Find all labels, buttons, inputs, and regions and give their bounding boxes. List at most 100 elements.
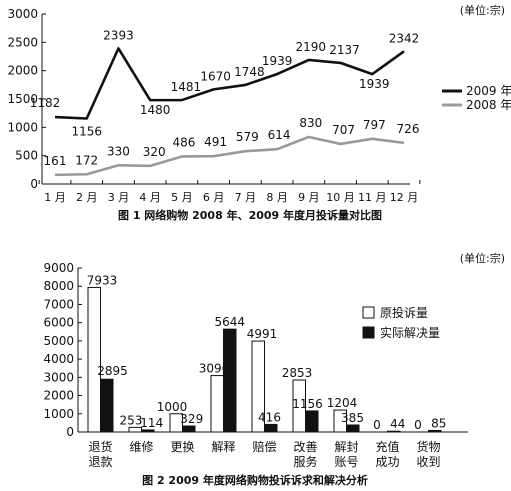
line-chart-unit-label: (单位:宗) xyxy=(460,3,505,17)
line-chart-x-tick-label: 5 月 xyxy=(171,191,193,204)
bar-actual-resolved xyxy=(305,410,319,433)
bar-data-label: 253 xyxy=(120,413,143,427)
bar-original-complaints xyxy=(333,409,347,433)
line-chart-data-label: 172 xyxy=(75,153,98,167)
bar-data-label: 329 xyxy=(180,412,203,426)
bar-data-label: 1204 xyxy=(327,396,358,410)
line-chart-data-label: 491 xyxy=(204,135,227,149)
line-chart-data-label: 707 xyxy=(332,123,355,137)
line-chart-y-tick-labels: 0 500 1000 1500 2000 2500 3000 xyxy=(7,7,38,191)
bar-chart-y-tick-label: 8000 xyxy=(43,279,74,293)
bar-data-label: 1000 xyxy=(157,400,188,414)
bar-chart-x-tick-label: 服务 xyxy=(293,454,317,469)
bar-actual-resolved xyxy=(387,430,401,433)
bar-data-label: 7933 xyxy=(87,273,118,287)
bar-actual-resolved xyxy=(182,425,196,433)
line-chart-x-tick-label: 6 月 xyxy=(203,191,225,204)
bar-chart-bars xyxy=(87,286,442,433)
bar-chart-legend-label: 实际解决量 xyxy=(380,325,440,340)
line-chart-data-label: 1182 xyxy=(30,96,61,110)
bar-chart-x-tick-label: 退货 xyxy=(88,439,112,454)
line-chart-data-label: 1748 xyxy=(234,65,265,79)
bar-data-label: 385 xyxy=(341,411,364,425)
bar-data-label: 1156 xyxy=(292,397,323,411)
line-chart-data-label: 614 xyxy=(268,128,291,142)
bar-chart: 0 1000 2000 3000 4000 5000 6000 7000 8000 9000 79… xyxy=(43,251,505,487)
bar-original-complaints xyxy=(292,379,306,433)
bar-chart-x-tick-label: 改善 xyxy=(293,439,317,454)
bar-chart-x-tick-label: 收到 xyxy=(416,455,440,469)
line-chart-data-label: 486 xyxy=(172,135,195,149)
bar-chart-caption: 图 2 2009 年度网络购物投诉诉求和解决分析 xyxy=(142,473,368,487)
line-chart-legend-label: 2008 年 xyxy=(466,98,511,112)
line-chart-data-label: 1939 xyxy=(359,77,390,91)
bar-original-complaints xyxy=(87,286,101,433)
line-chart-x-tick-label: 2 月 xyxy=(76,191,98,204)
line-chart-x-tick-label: 12 月 xyxy=(390,191,419,204)
bar-chart-x-tick-label: 维修 xyxy=(129,439,153,454)
line-chart-y-tick-label: 1500 xyxy=(7,92,38,106)
line-chart-series xyxy=(54,47,405,177)
bar-chart-y-tick-label: 0 xyxy=(66,425,74,439)
bar-actual-resolved xyxy=(141,429,155,433)
bar-data-label: 416 xyxy=(258,410,281,424)
line-chart-data-label: 161 xyxy=(44,154,67,168)
line-chart-data-label: 579 xyxy=(236,130,259,144)
bar-chart-x-tick-label: 成功 xyxy=(375,455,399,469)
bar-chart-y-tick-label: 6000 xyxy=(43,316,74,330)
line-chart-x-tick-label: 7 月 xyxy=(235,191,257,204)
bar-chart-x-tick-label: 更换 xyxy=(170,440,194,454)
line-chart-series-line-2008 xyxy=(54,135,405,177)
bar-data-label: 44 xyxy=(390,417,405,431)
line-chart-x-tick-label: 1 月 xyxy=(44,191,66,204)
line-chart-data-label: 726 xyxy=(397,122,420,136)
bar-chart-y-tick-label: 9000 xyxy=(43,261,74,275)
line-chart-data-label: 1939 xyxy=(262,54,293,68)
bar-actual-resolved xyxy=(428,429,442,433)
bar-data-label: 85 xyxy=(431,416,446,430)
bar-chart-x-tick-label: 账号 xyxy=(334,455,358,469)
line-chart-data-label: 2393 xyxy=(103,28,134,42)
bar-data-label: 0 xyxy=(414,418,422,432)
line-chart-y-tick-label: 1000 xyxy=(7,120,38,134)
bar-actual-resolved xyxy=(223,328,237,433)
line-chart-y-tick-label: 2000 xyxy=(7,64,38,78)
bar-chart-x-tick-label: 货物 xyxy=(416,439,440,454)
bar-chart-y-tick-labels: 0 1000 2000 3000 4000 5000 6000 7000 8000 9000 xyxy=(43,261,74,439)
bar-chart-y-tick-label: 7000 xyxy=(43,297,74,311)
bar-actual-resolved xyxy=(346,424,360,433)
line-chart-data-label: 2190 xyxy=(296,40,327,54)
bar-original-complaints xyxy=(210,375,224,433)
bar-data-label: 2853 xyxy=(282,366,313,380)
bar-data-label: 114 xyxy=(140,416,163,430)
bar-data-label: 2895 xyxy=(97,364,128,378)
bar-data-label: 0 xyxy=(373,418,381,432)
line-chart-y-tick-label: 3000 xyxy=(7,7,38,21)
line-chart-x-tick-label: 4 月 xyxy=(139,191,161,204)
bar-chart-x-tick-label: 充值 xyxy=(375,439,399,454)
line-chart-series-line-2009 xyxy=(54,47,405,120)
line-chart-x-tick-label: 3 月 xyxy=(108,191,130,204)
line-chart-x-tick-label: 11 月 xyxy=(358,191,387,204)
bar-chart-y-tick-label: 3000 xyxy=(43,370,74,384)
line-chart-data-label: 1481 xyxy=(171,80,202,94)
bar-chart-legend-swatch xyxy=(362,306,375,319)
bar-chart-y-tick-label: 4000 xyxy=(43,352,74,366)
bar-data-label: 4991 xyxy=(247,327,278,341)
bar-chart-legend-swatch xyxy=(362,326,375,339)
bar-chart-unit-label: (单位:宗) xyxy=(460,251,505,265)
bar-chart-legend-label: 原投诉量 xyxy=(380,305,428,320)
bar-chart-x-tick-label: 解释 xyxy=(211,440,235,454)
line-chart-y-tick-label: 500 xyxy=(15,149,38,163)
bar-original-complaints xyxy=(251,340,265,433)
line-chart-caption: 图 1 网络购物 2008 年、2009 年度月投诉量对比图 xyxy=(118,208,382,222)
bar-chart-y-tick-label: 5000 xyxy=(43,334,74,348)
line-chart-x-tick-labels: 1 月 2 月 3 月 4 月 5 月 6 月 7 月 8 月 9 月 10 月 11 月 12 月 xyxy=(44,191,418,204)
line-chart-data-label: 1156 xyxy=(71,124,102,138)
line-chart-legend-label: 2009 年 xyxy=(466,84,511,98)
line-chart-axes xyxy=(38,13,421,185)
